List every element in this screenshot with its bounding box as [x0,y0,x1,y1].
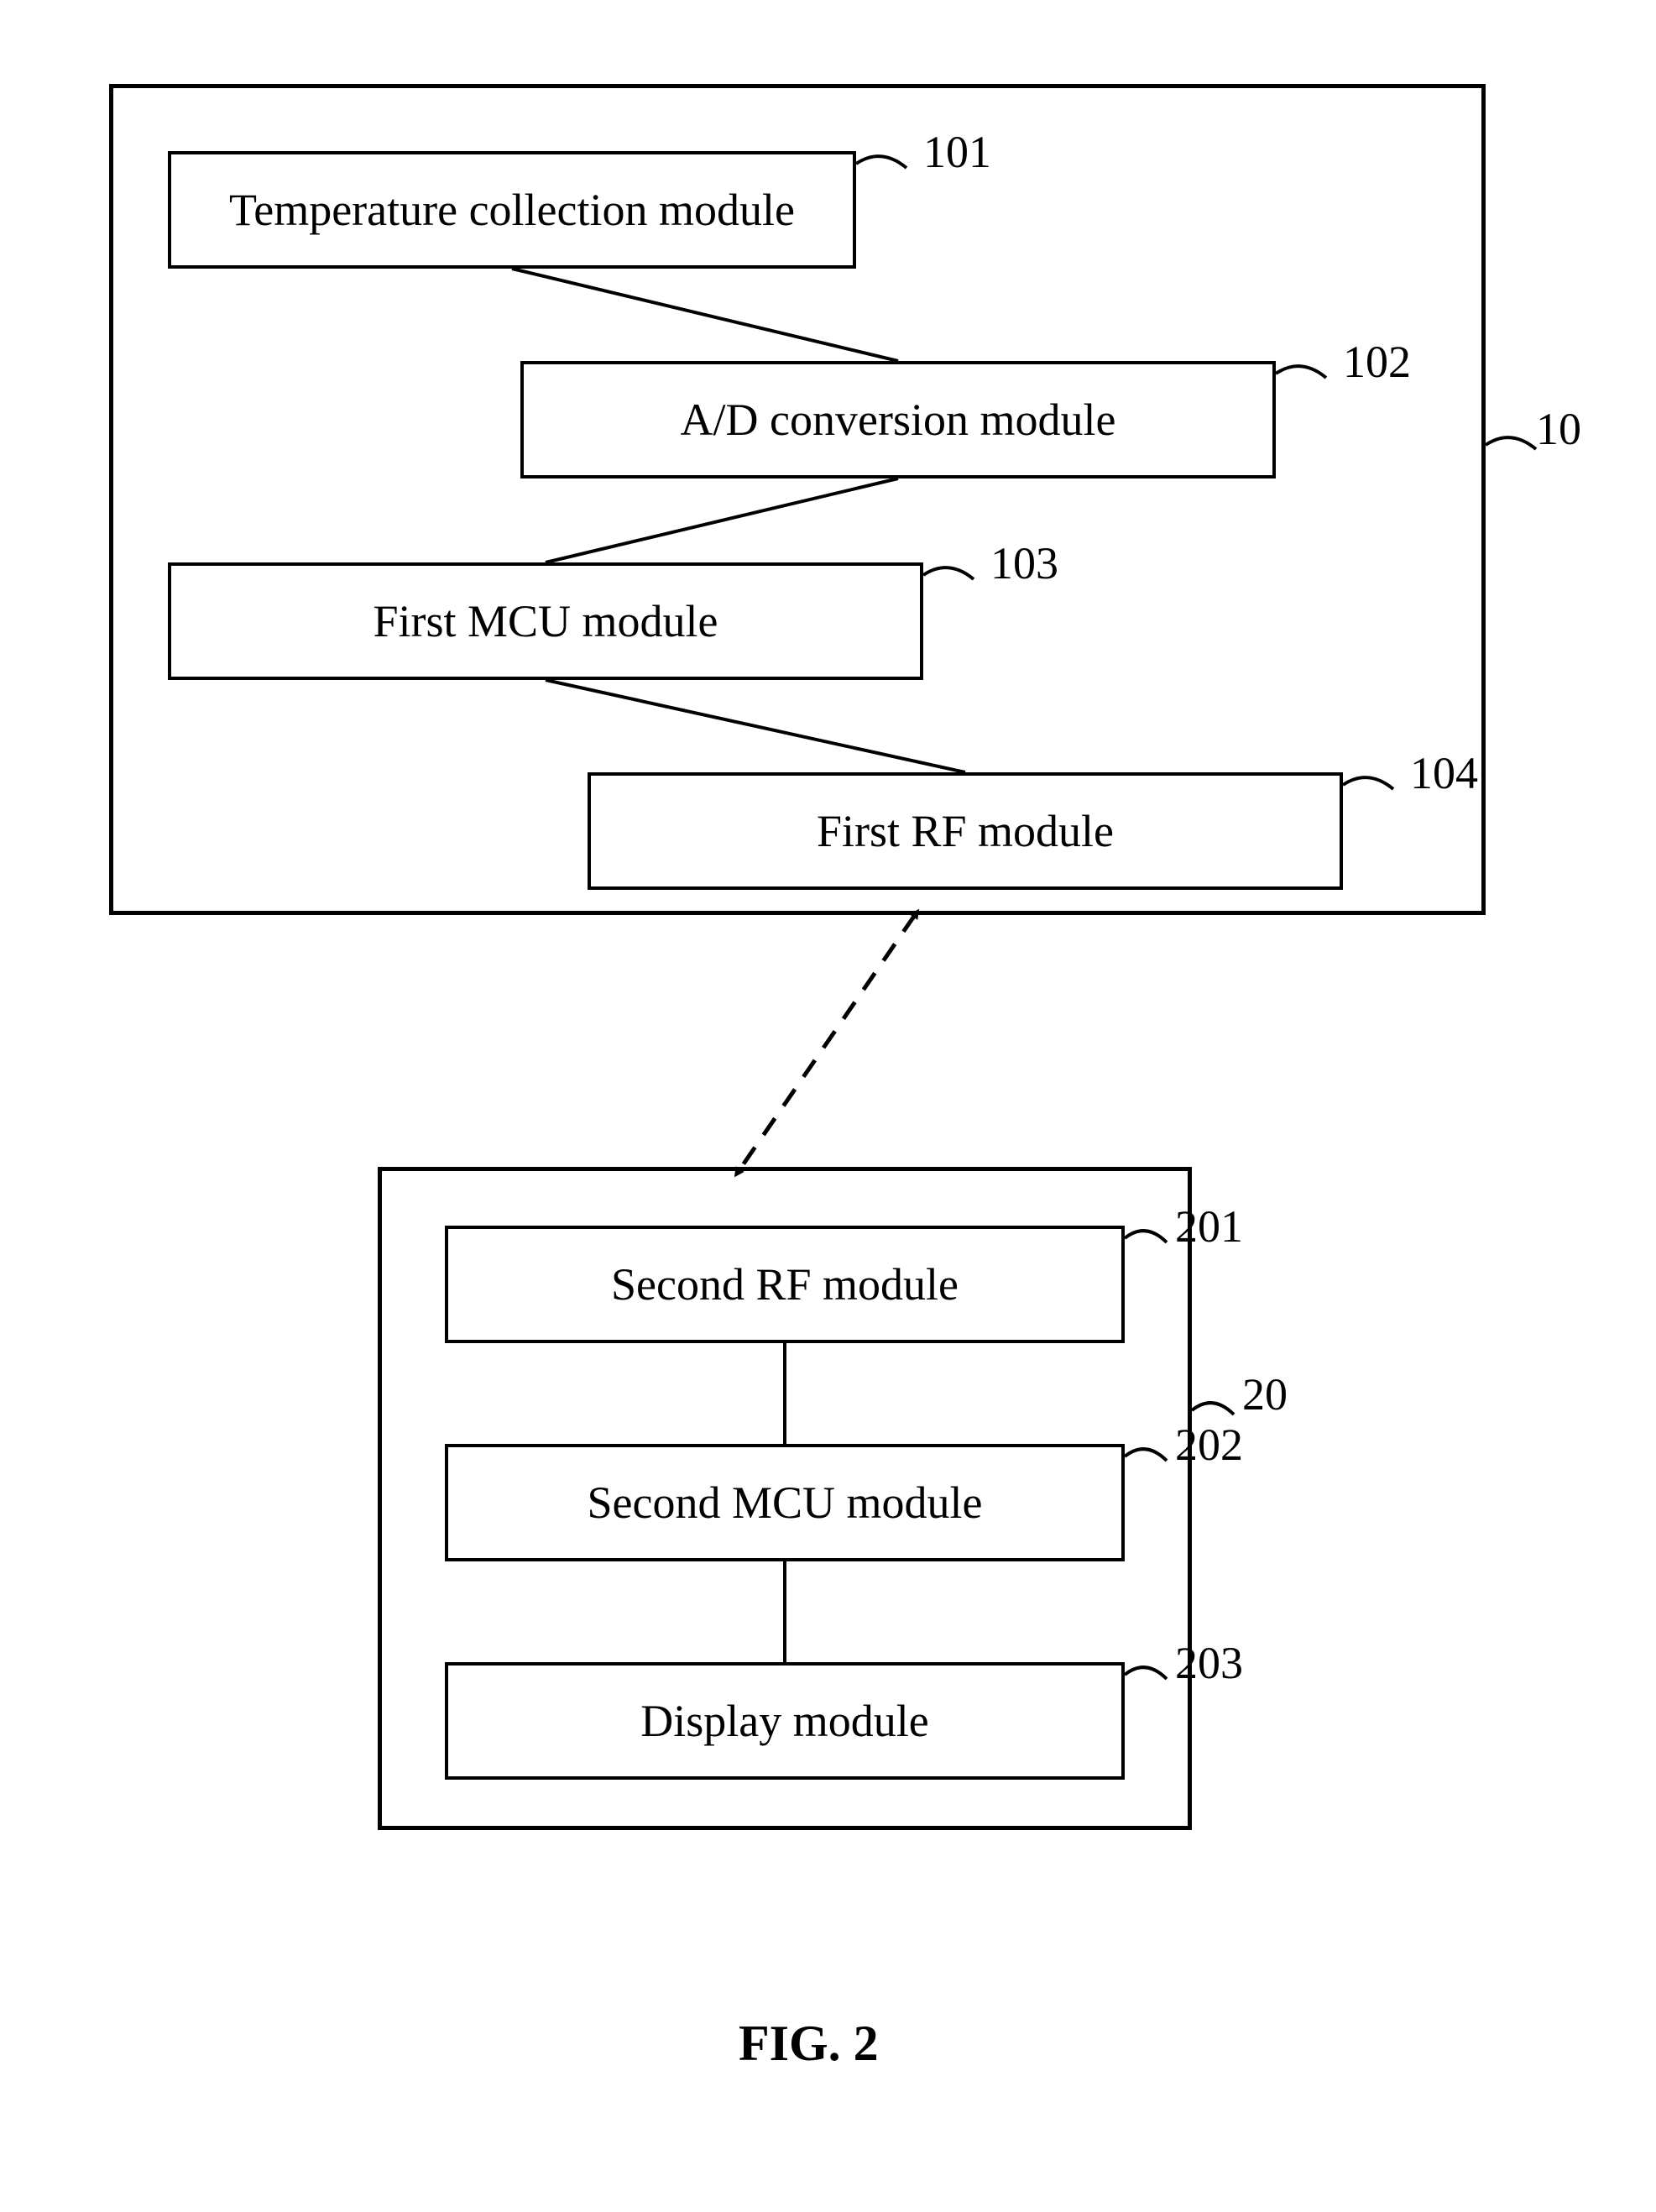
box-202: Second MCU module [445,1444,1125,1561]
ref-202: 202 [1175,1419,1243,1471]
ref-20: 20 [1242,1368,1288,1420]
ref-104: 104 [1410,747,1478,799]
callout-20 [1192,1403,1234,1415]
box-203-label: Display module [640,1695,928,1747]
ref-103: 103 [990,537,1058,589]
box-103-label: First MCU module [373,595,718,647]
box-103: First MCU module [168,562,923,680]
ref-101: 101 [923,126,991,178]
box-202-label: Second MCU module [588,1477,983,1529]
figure-caption: FIG. 2 [739,2015,879,2073]
box-203: Display module [445,1662,1125,1780]
box-201-label: Second RF module [611,1258,959,1310]
dashed-arrow-rf [739,915,915,1171]
box-104-label: First RF module [817,805,1114,857]
box-102: A/D conversion module [520,361,1276,478]
ref-203: 203 [1175,1637,1243,1689]
box-102-label: A/D conversion module [681,394,1116,446]
box-201: Second RF module [445,1226,1125,1343]
ref-10: 10 [1536,403,1581,455]
box-101-label: Temperature collection module [229,184,795,236]
callout-10 [1486,437,1536,449]
box-101: Temperature collection module [168,151,856,269]
ref-201: 201 [1175,1200,1243,1252]
ref-102: 102 [1343,336,1411,388]
box-104: First RF module [588,772,1343,890]
